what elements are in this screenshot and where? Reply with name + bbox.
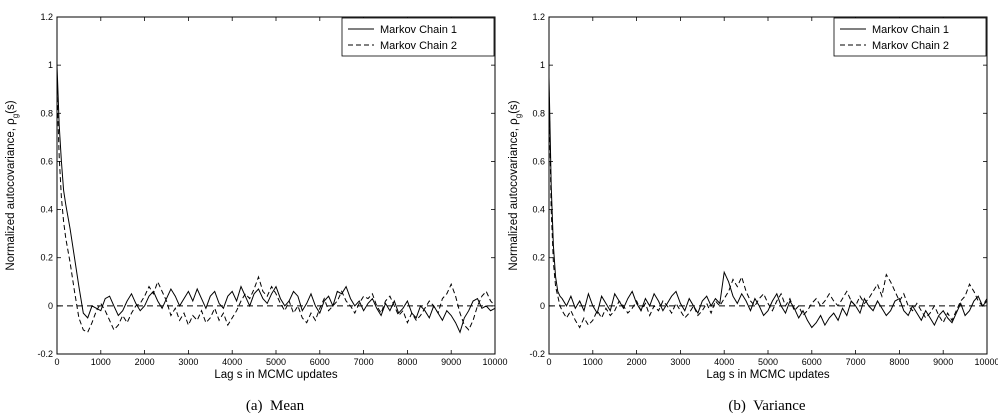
y-tick-label: 1.2: [40, 12, 53, 22]
legend-label: Markov Chain 2: [872, 40, 949, 52]
y-tick-label: 0.2: [40, 253, 53, 263]
series-line-1: [548, 77, 988, 329]
x-tick-label: 6000: [802, 357, 822, 367]
x-tick-label: 0: [54, 357, 59, 367]
x-tick-label: 3000: [670, 357, 690, 367]
legend-label: Markov Chain 1: [380, 24, 457, 36]
x-tick-label: 5000: [758, 357, 778, 367]
y-axis-label-suffix: (s): [5, 100, 17, 114]
x-axis-label: Lag s in MCMC updates: [214, 369, 338, 381]
y-tick-label: 1: [48, 60, 53, 70]
y-tick-label: 1: [540, 60, 545, 70]
x-tick-label: 9000: [933, 357, 953, 367]
y-tick-label: 0: [540, 301, 545, 311]
legend-box: [833, 17, 987, 57]
y-tick-label: 0.2: [532, 253, 545, 263]
panel-mean: 0 1000 2000 3000 4000 5000 6000 7000 8000 9000 100…: [5, 12, 508, 414]
y-tick-label: 0.4: [40, 205, 53, 215]
legend-label: Markov Chain 2: [380, 40, 457, 52]
y-tick-label: 0.8: [532, 108, 545, 118]
panel-variance: 0 1000 2000 3000 4000 5000 6000 7000 8000 9000 100…: [508, 12, 998, 414]
y-tick-label: 0: [48, 301, 53, 311]
y-axis-label: Normalized autocovariance, ρg(s): [5, 100, 20, 270]
y-tick-label: 0.4: [532, 205, 545, 215]
y-tick-label: -0.2: [529, 349, 545, 359]
subfigure-caption: (a) Mean: [246, 398, 305, 414]
x-tick-label: 6000: [310, 357, 330, 367]
y-tick-label: 1.2: [532, 12, 545, 22]
y-axis-label-subscript: g: [514, 114, 523, 118]
x-axis-label: Lag s in MCMC updates: [706, 369, 830, 381]
x-tick-label: 3000: [178, 357, 198, 367]
subfigure-caption: (b) Variance: [728, 398, 806, 414]
series-line-1: [56, 65, 496, 334]
x-tick-label: 1000: [583, 357, 603, 367]
x-tick-label: 8000: [889, 357, 909, 367]
x-tick-label: 4000: [222, 357, 242, 367]
y-axis-label-main: Normalized autocovariance, ρ: [5, 118, 17, 271]
y-axis-label: Normalized autocovariance, ρg(s): [508, 100, 523, 270]
x-tick-label: 0: [546, 357, 551, 367]
x-tick-label: 10000: [482, 357, 507, 367]
y-tick-label: 0.6: [40, 156, 53, 166]
x-tick-label: 1000: [91, 357, 111, 367]
y-axis-label-subscript: g: [11, 114, 20, 118]
x-tick-label: 9000: [441, 357, 461, 367]
x-tick-label: 8000: [397, 357, 417, 367]
x-tick-label: 2000: [135, 357, 155, 367]
plot-frame: [56, 16, 496, 355]
legend-label: Markov Chain 1: [872, 24, 949, 36]
series-line-2: [548, 89, 988, 329]
y-axis-label-suffix: (s): [508, 100, 520, 114]
x-tick-label: 7000: [354, 357, 374, 367]
x-tick-label: 4000: [714, 357, 734, 367]
x-tick-label: 10000: [974, 357, 998, 367]
x-tick-label: 2000: [627, 357, 647, 367]
x-tick-label: 5000: [266, 357, 286, 367]
y-tick-label: -0.2: [37, 349, 53, 359]
y-tick-label: 0.8: [40, 108, 53, 118]
y-tick-label: 0.6: [532, 156, 545, 166]
legend-box: [341, 17, 495, 57]
x-tick-label: 7000: [846, 357, 866, 367]
y-axis-label-main: Normalized autocovariance, ρ: [508, 118, 520, 271]
series-line-2: [56, 89, 496, 333]
